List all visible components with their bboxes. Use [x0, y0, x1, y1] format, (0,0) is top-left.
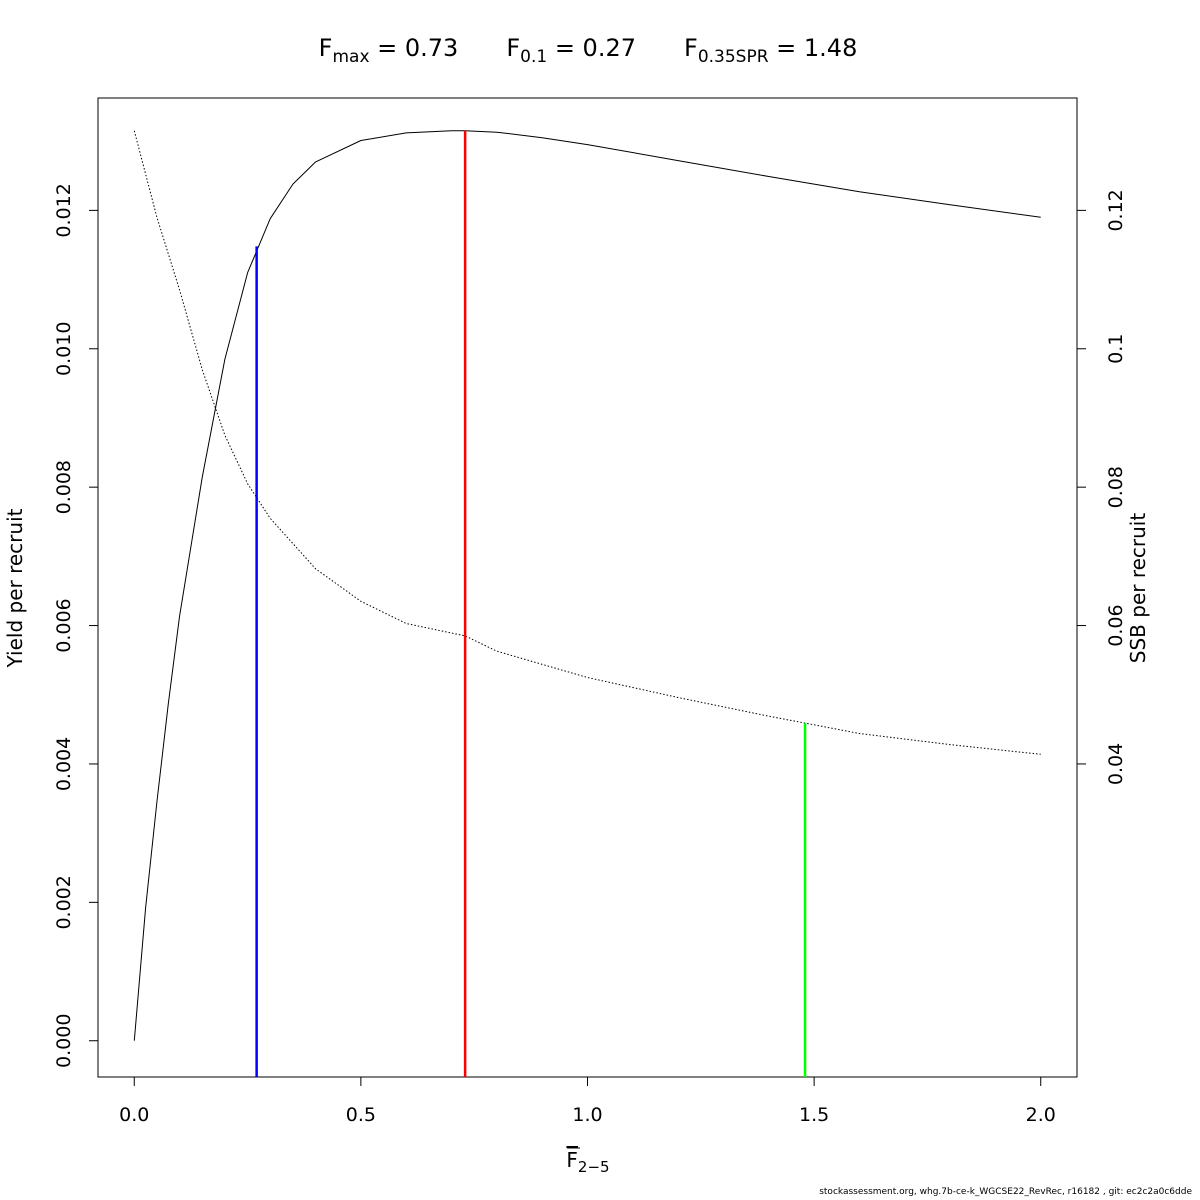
title-part-value: = 0.73 — [370, 34, 459, 62]
x-tick-label: 2.0 — [1026, 1104, 1056, 1126]
x-tick-label: 1.5 — [799, 1104, 829, 1126]
y-axis-left-label: Yield per recruit — [3, 508, 27, 668]
x-axis: 0.0 0.5 1.0 1.5 2.0 — [119, 1076, 1056, 1126]
plot-frame — [97, 97, 1078, 1078]
footer-note: stockassessment.org, whg.7b-ce-k_WGCSE22… — [819, 1187, 1192, 1197]
title-part-main: F — [319, 34, 333, 62]
y-right-tick-label: 0.04 — [1105, 743, 1127, 785]
y-left-tick-label: 0.012 — [53, 183, 75, 237]
yield-per-recruit-line — [133, 130, 1041, 1041]
title-part-sub: max — [332, 47, 369, 67]
title-part-sub: 0.1 — [520, 47, 547, 67]
y-left-tick-label: 0.002 — [53, 875, 75, 929]
title-part-value: = 1.48 — [769, 34, 858, 62]
y-right-tick-label: 0.12 — [1105, 189, 1127, 231]
x-axis-label-main: F — [566, 1148, 578, 1172]
y-left-tick-label: 0.010 — [53, 322, 75, 376]
title-part-sub: 0.35SPR — [698, 47, 769, 67]
y-axis-left: 0.000 0.002 0.004 0.006 0.008 0.010 0.012 — [53, 183, 99, 1068]
x-tick-label: 1.0 — [572, 1104, 602, 1126]
y-right-tick-label: 0.1 — [1105, 334, 1127, 364]
y-right-tick-label: 0.06 — [1105, 604, 1127, 646]
y-axis-right-label: SSB per recruit — [1126, 513, 1150, 664]
series-group — [133, 130, 1041, 1041]
chart-title: Fmax = 0.73 F0.1 = 0.27 F0.35SPR = 1.48 — [319, 34, 858, 67]
chart-title-text: Fmax = 0.73 F0.1 = 0.27 F0.35SPR = 1.48 — [319, 34, 858, 67]
ssb-per-recruit-line — [133, 130, 1041, 755]
y-left-tick-label: 0.000 — [53, 1014, 75, 1068]
x-tick-label: 0.0 — [119, 1104, 149, 1126]
title-part-main: F — [636, 34, 698, 62]
title-part-value: = 0.27 — [547, 34, 636, 62]
reference-lines — [255, 130, 807, 1077]
y-left-tick-label: 0.006 — [53, 598, 75, 652]
axis-labels: F2−5 Yield per recruit SSB per recruit — [3, 508, 1150, 1176]
title-part-main: F — [458, 34, 520, 62]
y-axis-right: 0.04 0.06 0.08 0.1 0.12 — [1076, 189, 1127, 785]
y-left-tick-label: 0.004 — [53, 737, 75, 791]
x-axis-label: F2−5 — [566, 1148, 609, 1176]
x-tick-label: 0.5 — [346, 1104, 376, 1126]
y-left-tick-label: 0.008 — [53, 460, 75, 514]
y-right-tick-label: 0.08 — [1105, 466, 1127, 508]
x-axis-label-sub: 2−5 — [578, 1158, 610, 1176]
